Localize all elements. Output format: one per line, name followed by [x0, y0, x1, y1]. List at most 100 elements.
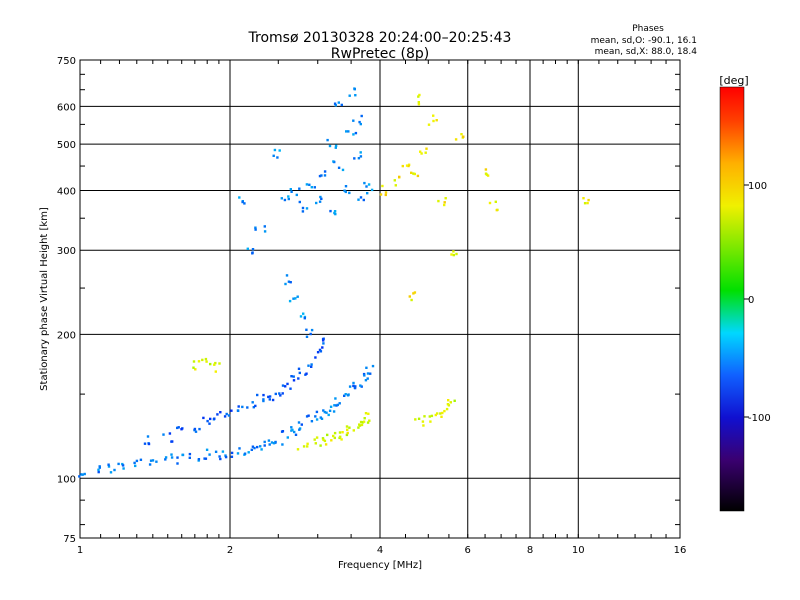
stats-header: Phases — [632, 24, 664, 34]
data-point — [274, 440, 277, 444]
data-point — [441, 411, 444, 415]
data-point — [352, 429, 355, 432]
data-point — [176, 426, 179, 430]
data-point — [273, 148, 277, 152]
data-point — [221, 450, 225, 453]
data-point — [367, 412, 370, 415]
data-point — [236, 409, 240, 412]
data-point — [413, 291, 417, 294]
data-point — [287, 280, 291, 283]
data-point — [283, 198, 287, 202]
data-point — [107, 465, 111, 468]
data-point — [366, 192, 369, 195]
data-point — [289, 387, 292, 390]
data-point — [330, 439, 333, 442]
data-point — [352, 384, 355, 388]
data-point — [443, 203, 446, 207]
data-point — [230, 451, 234, 455]
data-point — [333, 404, 336, 407]
chart-title: Tromsø 20130328 20:24:00–20:25:43 — [248, 30, 512, 46]
data-point — [197, 360, 201, 363]
data-point — [285, 274, 289, 277]
series-group — [143, 337, 325, 446]
data-point — [359, 155, 363, 158]
data-point — [262, 398, 265, 401]
data-point — [336, 403, 339, 407]
series-group — [78, 364, 375, 478]
data-point — [306, 442, 309, 445]
data-point — [253, 446, 256, 450]
colorbar-tick-0: 0 — [748, 295, 754, 306]
data-point — [363, 374, 366, 377]
data-point — [290, 190, 293, 193]
x-tick-label: 8 — [527, 545, 533, 556]
data-point — [281, 430, 285, 433]
data-point — [268, 395, 272, 398]
data-point — [582, 197, 585, 200]
data-point — [421, 420, 425, 423]
data-point — [224, 455, 228, 459]
data-point — [337, 101, 340, 104]
data-point — [213, 417, 216, 420]
data-point — [359, 122, 362, 126]
data-point — [197, 459, 200, 462]
data-point — [484, 168, 488, 171]
data-point — [445, 407, 449, 411]
data-point — [344, 190, 347, 194]
colorbar-tick-100: 100 — [748, 181, 767, 192]
data-point — [333, 210, 337, 213]
data-point — [98, 465, 101, 468]
data-point — [298, 428, 301, 431]
data-point — [364, 379, 368, 382]
data-point — [332, 160, 335, 163]
data-point — [291, 428, 294, 432]
axis-ticks: 1 2 4 6 8 10 16 75 100 200 300 400 500 600 750 — [57, 56, 686, 556]
data-point — [346, 394, 350, 397]
data-point — [439, 412, 442, 415]
data-point — [197, 458, 201, 461]
data-point — [188, 452, 192, 456]
data-point — [324, 443, 328, 446]
data-point — [224, 454, 227, 457]
y-tick-label: 100 — [57, 474, 76, 485]
y-tick-label: 600 — [57, 102, 76, 113]
data-point — [276, 156, 279, 159]
data-point — [188, 456, 191, 459]
data-point — [310, 186, 313, 189]
data-point — [425, 147, 428, 150]
data-point — [339, 435, 342, 438]
data-point — [204, 457, 208, 460]
data-point — [353, 386, 357, 390]
data-point — [204, 357, 208, 361]
data-point — [326, 433, 329, 437]
x-axis-label: Frequency [MHz] — [338, 560, 422, 571]
data-point — [162, 433, 165, 436]
data-point — [260, 448, 263, 451]
data-point — [292, 375, 295, 378]
data-point — [345, 433, 349, 437]
data-point — [429, 420, 432, 423]
data-point — [367, 183, 371, 186]
y-tick-label: 75 — [63, 534, 76, 545]
y-tick-label: 200 — [57, 330, 76, 341]
y-tick-label: 750 — [57, 56, 76, 67]
data-point — [263, 444, 266, 447]
data-point — [357, 426, 360, 429]
data-point — [444, 197, 447, 200]
data-point — [135, 459, 139, 463]
y-tick-label: 500 — [57, 140, 76, 151]
x-tick-label: 16 — [674, 545, 687, 556]
data-point — [358, 120, 361, 124]
data-point — [252, 406, 255, 409]
data-point — [412, 172, 415, 175]
data-point — [360, 385, 363, 388]
data-point — [417, 417, 421, 420]
data-point — [368, 419, 371, 422]
data-point — [485, 173, 489, 176]
data-point — [241, 405, 244, 409]
data-point — [338, 431, 342, 434]
data-point — [333, 102, 337, 105]
data-point — [256, 445, 259, 449]
data-point — [318, 200, 322, 203]
data-point — [353, 88, 356, 91]
